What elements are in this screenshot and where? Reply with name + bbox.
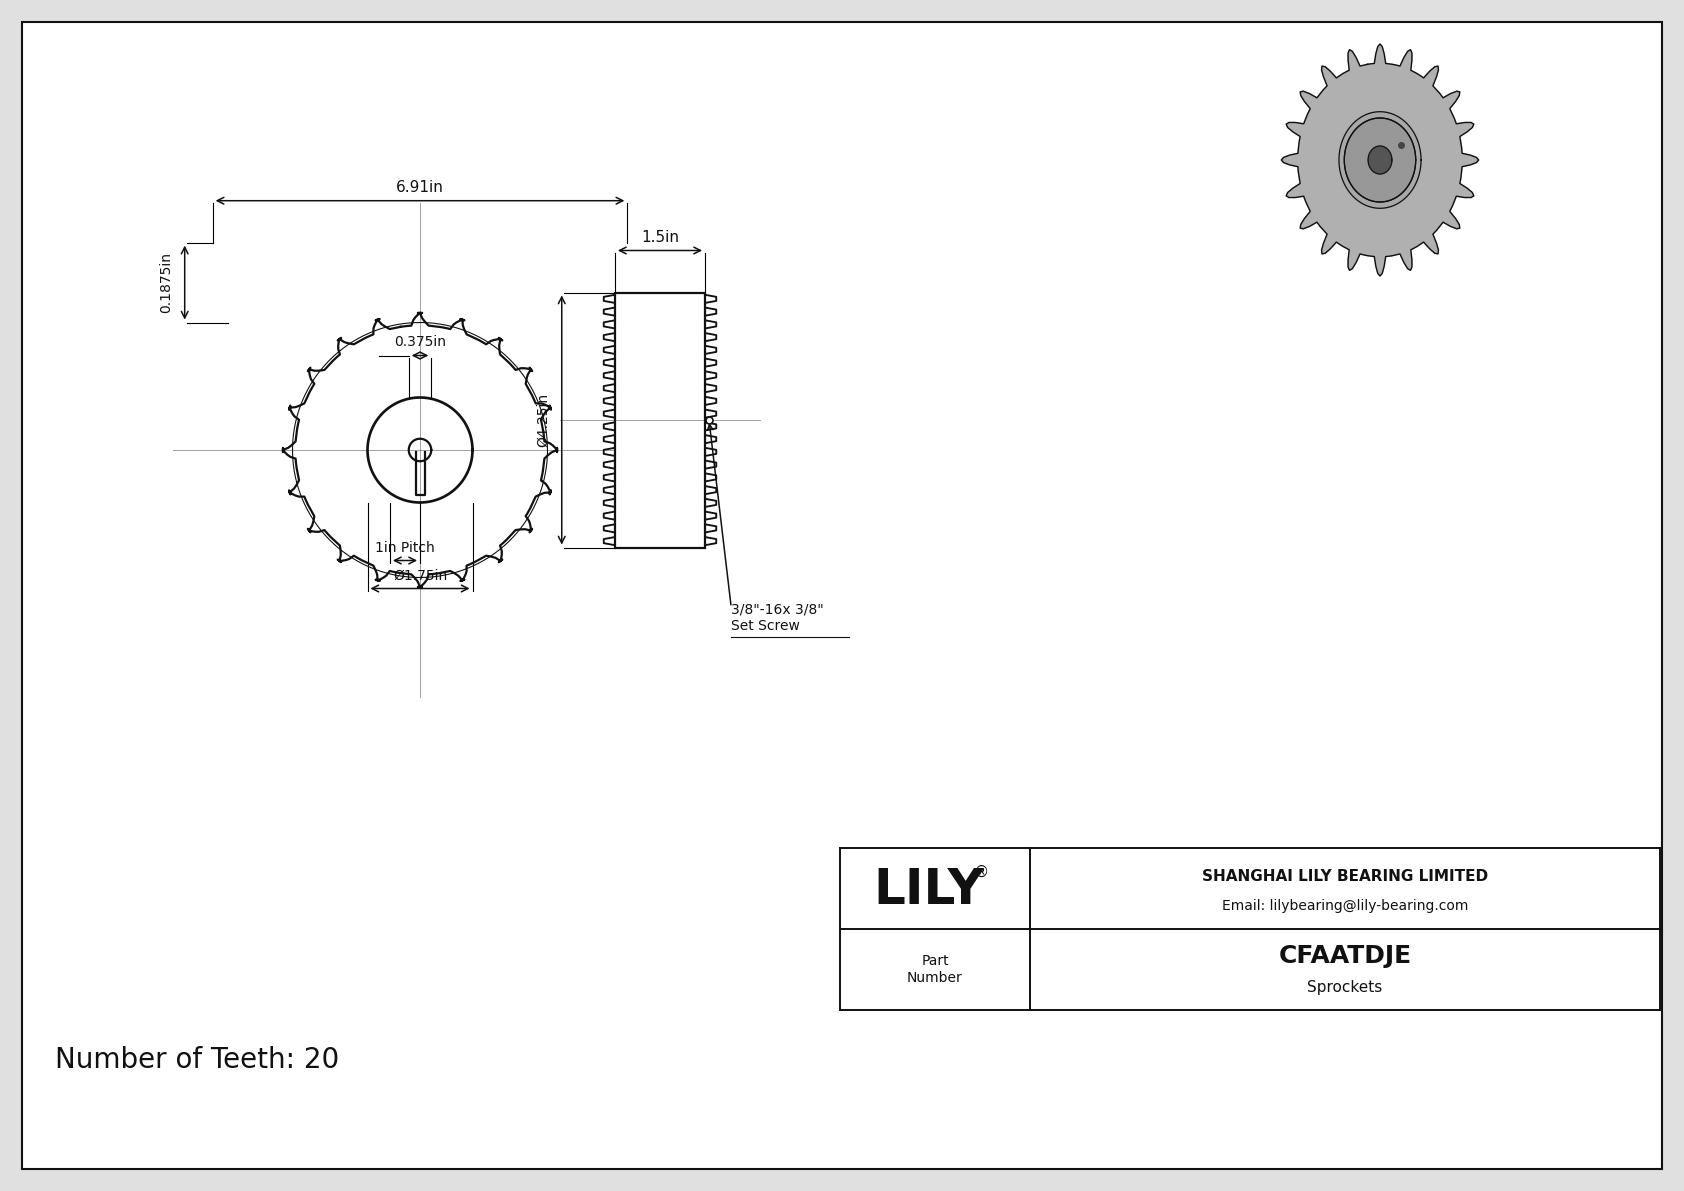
Text: 0.375in: 0.375in bbox=[394, 336, 446, 349]
Polygon shape bbox=[283, 313, 557, 587]
Polygon shape bbox=[1344, 118, 1416, 202]
Polygon shape bbox=[1367, 146, 1393, 174]
Text: 0.1875in: 0.1875in bbox=[158, 252, 173, 313]
Text: Part
Number: Part Number bbox=[908, 954, 963, 985]
Text: 3/8"-16x 3/8"
Set Screw: 3/8"-16x 3/8" Set Screw bbox=[731, 603, 823, 632]
Text: 6.91in: 6.91in bbox=[396, 180, 445, 195]
Polygon shape bbox=[1339, 112, 1421, 208]
Text: CFAATDJE: CFAATDJE bbox=[1278, 943, 1411, 968]
Polygon shape bbox=[1282, 44, 1479, 276]
Text: SHANGHAI LILY BEARING LIMITED: SHANGHAI LILY BEARING LIMITED bbox=[1202, 869, 1489, 884]
Text: 1.5in: 1.5in bbox=[642, 230, 679, 245]
Text: Email: lilybearing@lily-bearing.com: Email: lilybearing@lily-bearing.com bbox=[1223, 899, 1468, 913]
Text: ®: ® bbox=[973, 865, 989, 880]
Text: Number of Teeth: 20: Number of Teeth: 20 bbox=[56, 1046, 338, 1074]
Text: Sprockets: Sprockets bbox=[1307, 980, 1383, 994]
Text: 1in Pitch: 1in Pitch bbox=[376, 541, 434, 555]
Text: Ø4.25in: Ø4.25in bbox=[536, 393, 549, 447]
Polygon shape bbox=[1344, 118, 1416, 202]
Text: LILY: LILY bbox=[874, 867, 985, 915]
Bar bbox=[615, 293, 706, 548]
Text: Ø1.75in: Ø1.75in bbox=[392, 568, 448, 582]
